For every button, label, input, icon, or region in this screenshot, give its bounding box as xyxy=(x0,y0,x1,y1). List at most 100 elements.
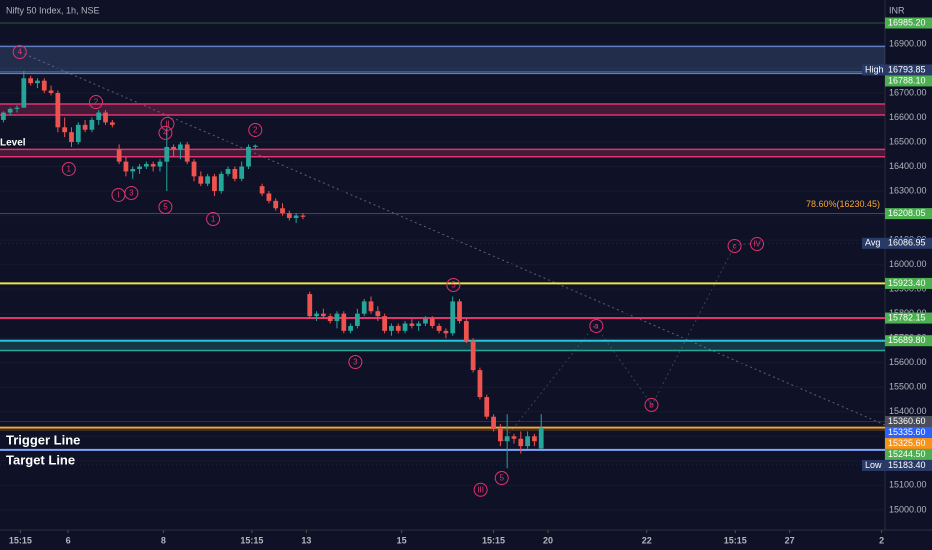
level-badge xyxy=(885,335,932,347)
trigger-label: Trigger Line xyxy=(6,432,80,447)
candle-body xyxy=(171,146,176,150)
wave-circle xyxy=(727,238,742,253)
candle-body xyxy=(443,330,449,334)
level-price: 15923.40 xyxy=(888,278,926,288)
zone xyxy=(0,103,885,116)
level-label: Level xyxy=(0,138,26,149)
wave-circle xyxy=(446,277,461,292)
level-badge xyxy=(885,459,932,471)
candle-body xyxy=(164,146,170,162)
x-tick-label: 6 xyxy=(66,535,71,545)
zones xyxy=(0,45,885,352)
x-tick-label: 13 xyxy=(301,535,311,545)
x-tick-label: 15 xyxy=(397,535,407,545)
candle-body xyxy=(497,428,503,442)
candle-body xyxy=(62,127,68,133)
level-badge xyxy=(885,17,932,29)
candle-body xyxy=(314,313,319,317)
candle-body xyxy=(327,316,333,322)
level-price: 15325.60 xyxy=(888,438,926,448)
candle-body xyxy=(35,80,40,84)
wave-label: 3 xyxy=(129,189,134,198)
wave-label: 4 xyxy=(163,129,168,138)
candle-body xyxy=(525,436,530,447)
axes: 15000.0015100.0015200.0015300.0015400.00… xyxy=(9,17,932,545)
candle-body xyxy=(55,92,61,128)
level-badge xyxy=(885,237,932,249)
candle-body xyxy=(273,200,279,209)
candle-body xyxy=(463,321,469,341)
y-tick-label: 16300.00 xyxy=(889,185,927,195)
candle-body xyxy=(538,427,544,449)
candle-body xyxy=(518,438,524,447)
level-badge xyxy=(885,75,932,87)
candle-body xyxy=(232,168,238,179)
x-tick-label: 2 xyxy=(879,535,884,545)
y-tick-label: 16900.00 xyxy=(889,38,927,48)
candle-body xyxy=(382,316,388,331)
wave-circle xyxy=(61,161,76,176)
candle-body xyxy=(130,168,136,172)
candle-body xyxy=(21,78,27,108)
candle-body xyxy=(89,119,95,130)
candle-body xyxy=(477,370,483,398)
candle-body xyxy=(75,124,81,143)
candle-body xyxy=(28,78,34,84)
candle-body xyxy=(389,325,394,331)
level-tag-bg xyxy=(862,237,885,249)
candle-body xyxy=(470,340,476,371)
level-price: 15689.80 xyxy=(888,335,926,345)
y-tick-label: 16600.00 xyxy=(889,112,927,122)
candle-body xyxy=(150,164,156,167)
level-badge xyxy=(885,64,932,76)
candle-body xyxy=(429,318,435,326)
fib-label: 78.60%(16230.45) xyxy=(806,199,880,209)
level-tag-bg xyxy=(862,64,885,76)
x-tick-label: 27 xyxy=(785,535,795,545)
zone xyxy=(0,149,885,157)
candle-body xyxy=(375,311,381,317)
level-tag: Avg xyxy=(865,238,880,248)
level-price: 16086.95 xyxy=(888,238,926,248)
wave-label: 2 xyxy=(253,126,258,135)
level-badge xyxy=(885,415,932,427)
wave-circle xyxy=(12,44,27,59)
wave-circle xyxy=(348,354,363,369)
wave-circle xyxy=(158,199,173,214)
x-tick-label: 22 xyxy=(642,535,652,545)
candle-body xyxy=(532,436,537,442)
level-price: 16793.85 xyxy=(888,64,926,74)
zone xyxy=(0,340,885,351)
wave-label: IV xyxy=(753,240,761,249)
candle-body xyxy=(484,397,490,417)
candle-body xyxy=(109,122,115,125)
level-price: 16208.05 xyxy=(888,208,926,218)
y-tick-label: 15000.00 xyxy=(889,504,927,514)
level-badge xyxy=(885,437,932,449)
candle-body xyxy=(504,436,510,442)
y-tick-label: 16000.00 xyxy=(889,259,927,269)
chart-title: Nifty 50 Index, 1h, NSE xyxy=(6,5,100,15)
level-badge xyxy=(885,426,932,438)
wave-label: b xyxy=(649,401,654,410)
y-tick-label: 15400.00 xyxy=(889,406,927,416)
trend-line xyxy=(19,51,886,426)
level-tag: Low xyxy=(865,460,882,470)
level-price: 15335.60 xyxy=(888,427,926,437)
x-tick-label: 15:15 xyxy=(240,535,263,545)
candle-body xyxy=(191,161,197,177)
wave-label: c xyxy=(733,242,737,251)
x-tick-label: 15:15 xyxy=(482,535,505,545)
level-badge xyxy=(885,312,932,324)
y-tick-label: 16400.00 xyxy=(889,161,927,171)
candle-body xyxy=(280,208,285,214)
candle-body xyxy=(184,144,190,162)
zone xyxy=(0,46,885,74)
candle-body xyxy=(491,416,496,429)
level-price: 15244.50 xyxy=(888,449,926,459)
candle-body xyxy=(157,161,163,167)
level-price: 16788.10 xyxy=(888,75,926,85)
